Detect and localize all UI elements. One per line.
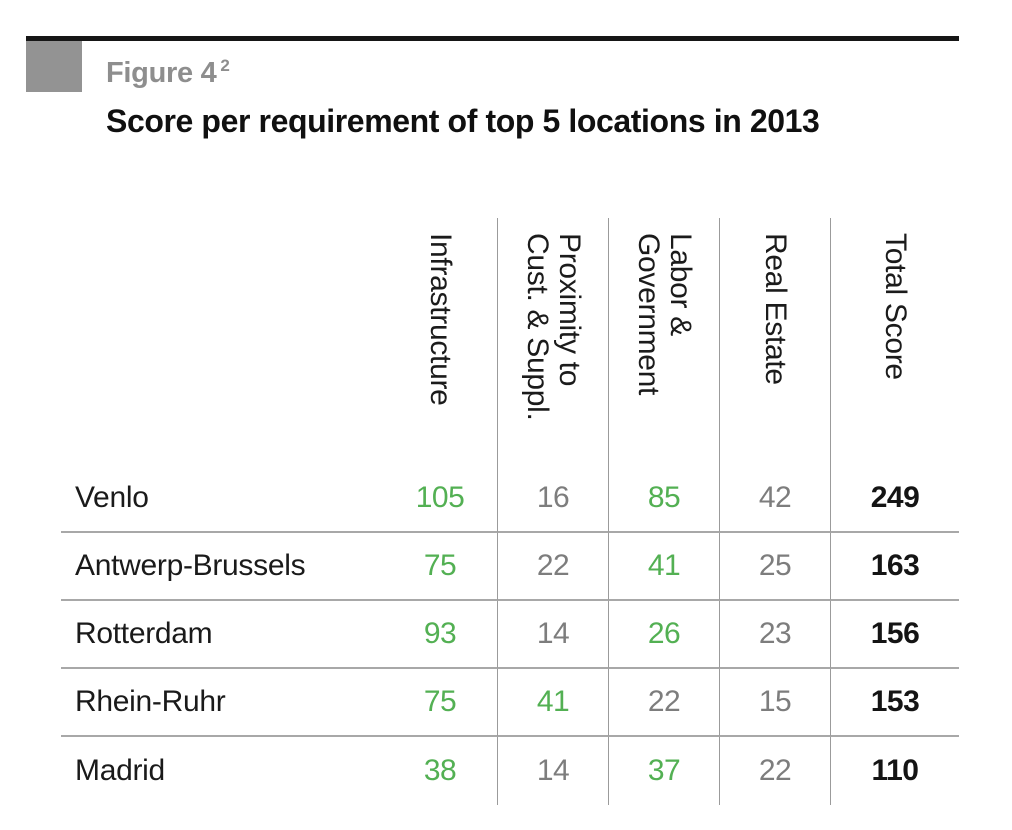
score-cell: 42: [719, 465, 830, 533]
score-cell: 14: [497, 601, 608, 669]
total-score-cell: 249: [830, 465, 959, 533]
score-cell: 37: [608, 737, 719, 805]
column-header-label: Total Score: [878, 233, 912, 380]
column-header-4: Real Estate: [719, 218, 830, 465]
score-cell: 26: [608, 601, 719, 669]
score-cell: 75: [383, 669, 497, 737]
score-cell: 41: [608, 533, 719, 601]
column-header-label: Real Estate: [758, 233, 792, 385]
total-score-cell: 156: [830, 601, 959, 669]
column-header-label: Proximity to Cust. & Suppl.: [521, 233, 586, 421]
column-header-1: Infrastructure: [383, 218, 497, 465]
row-label: Madrid: [75, 754, 165, 787]
score-cell: 22: [497, 533, 608, 601]
header-spacer-cell: [61, 218, 383, 465]
column-header-3: Labor & Government: [608, 218, 719, 465]
score-cell: 23: [719, 601, 830, 669]
figure-marker-square: [26, 41, 82, 92]
score-cell: 22: [608, 669, 719, 737]
score-cell: 38: [423, 754, 457, 787]
column-header-2: Proximity to Cust. & Suppl.: [497, 218, 608, 465]
total-score-cell: 153: [830, 669, 959, 737]
score-cell: 22: [719, 737, 830, 805]
total-score-cell: 110: [830, 737, 959, 805]
column-header-5: Total Score: [830, 218, 959, 465]
column-header-label: Infrastructure: [423, 233, 457, 406]
figure-title: Score per requirement of top 5 locations…: [106, 103, 820, 139]
figure-label-text: Figure 4: [106, 57, 217, 89]
score-cell: 25: [719, 533, 830, 601]
score-cell: 93: [383, 601, 497, 669]
score-cell: 85: [608, 465, 719, 533]
row-label: Rotterdam: [61, 601, 383, 669]
row-label: Rhein-Ruhr: [61, 669, 383, 737]
row-label: Venlo: [61, 465, 383, 533]
score-table: Infrastructure Proximity to Cust. & Suppl…: [61, 218, 959, 805]
score-cell: 105: [383, 465, 497, 533]
score-cell: 41: [497, 669, 608, 737]
total-score-cell: 163: [830, 533, 959, 601]
column-header-label: Labor & Government: [632, 233, 697, 396]
score-cell: 16: [497, 465, 608, 533]
top-rule: [26, 36, 959, 41]
row-label: Antwerp-Brussels: [61, 533, 383, 601]
score-cell: 75: [383, 533, 497, 601]
score-cell: 15: [719, 669, 830, 737]
score-cell: 14: [497, 737, 608, 805]
figure-footnote-superscript: 2: [220, 56, 230, 76]
